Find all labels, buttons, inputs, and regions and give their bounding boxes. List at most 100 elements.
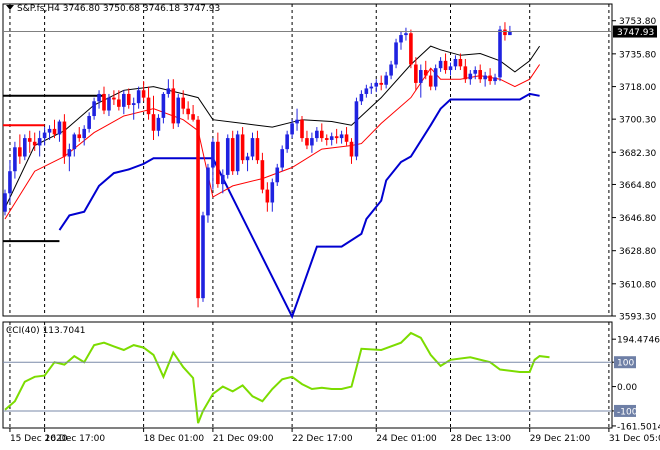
- candle-body: [92, 101, 96, 117]
- candle-body: [201, 215, 205, 299]
- candle-body: [52, 128, 57, 135]
- price-tick-label: 3628.80: [619, 247, 656, 257]
- candle: [37, 130, 42, 157]
- price-tick-label: 3664.80: [619, 181, 656, 191]
- candle-body: [156, 117, 161, 131]
- candle-body: [265, 189, 270, 203]
- candle: [131, 97, 136, 120]
- price-panel-border: [2, 3, 613, 317]
- candle-body: [379, 82, 383, 85]
- dropdown-triangle-icon[interactable]: [6, 5, 14, 10]
- cci-level-box: [614, 356, 636, 369]
- candle-body: [448, 66, 453, 71]
- cci-tick-label: -161.5014: [617, 422, 660, 432]
- candle: [171, 79, 176, 129]
- candle-body: [419, 70, 423, 83]
- price-axis: 3753.80 3735.80 3718.00 3700.30 3682.30 3664.…: [3, 17, 657, 323]
- candle: [216, 132, 220, 188]
- candle-body: [112, 97, 116, 100]
- candle-body: [32, 141, 37, 146]
- candle: [404, 27, 408, 41]
- candle-body: [107, 97, 111, 111]
- candle: [473, 66, 478, 80]
- cci-panel: [2, 321, 613, 429]
- candle-body: [389, 64, 393, 76]
- candle-body: [359, 93, 364, 102]
- candle-body: [468, 73, 473, 80]
- candle-body: [483, 75, 487, 80]
- candle: [488, 68, 492, 85]
- candle: [498, 25, 502, 82]
- candle-body: [428, 75, 433, 87]
- candle-body: [42, 132, 47, 139]
- candle-body: [315, 130, 319, 139]
- candle-body: [310, 138, 314, 146]
- candle: [374, 79, 379, 93]
- candle-body: [126, 93, 131, 105]
- candle-body: [473, 70, 478, 74]
- candle: [87, 112, 91, 133]
- candle-body: [131, 103, 136, 105]
- candle-body: [285, 134, 289, 150]
- candle-body: [27, 138, 32, 142]
- time-tick-label: 31 Dec 05:00: [609, 434, 660, 444]
- candle: [230, 130, 235, 175]
- candle: [265, 182, 270, 212]
- candle-body: [206, 167, 210, 216]
- candle-body: [394, 42, 398, 65]
- time-tick-label: 21 Dec 09:00: [213, 434, 274, 444]
- candle-body: [404, 33, 408, 36]
- candle-body: [453, 58, 458, 67]
- candle-body: [329, 136, 334, 140]
- candle-body: [280, 149, 284, 168]
- candle: [52, 119, 57, 139]
- candle: [478, 64, 482, 83]
- candle-body: [216, 141, 220, 185]
- candle: [384, 71, 388, 89]
- candle-body: [508, 31, 512, 36]
- candle-body: [493, 77, 497, 82]
- candle-body: [300, 119, 304, 139]
- candle-body: [498, 29, 502, 78]
- candle-body: [3, 193, 7, 212]
- candle-body: [349, 141, 354, 157]
- price-tick-label: 3735.80: [619, 50, 656, 60]
- candle: [295, 108, 299, 131]
- candle: [419, 64, 423, 98]
- candle: [300, 116, 304, 142]
- candle: [27, 130, 32, 153]
- candle-body: [211, 141, 215, 168]
- candle-body: [166, 88, 171, 94]
- candle-body: [141, 90, 146, 98]
- price-tick-label: 3753.80: [619, 17, 656, 27]
- time-tick-label: 29 Dec 21:00: [530, 434, 591, 444]
- price-tick-label: 3646.80: [619, 214, 656, 224]
- candle: [275, 163, 280, 186]
- candle-body: [186, 108, 190, 115]
- candle-body: [47, 128, 52, 133]
- candle-body: [196, 119, 200, 299]
- high-value: 3750.68: [102, 4, 141, 14]
- candle-body: [414, 64, 418, 83]
- candle-body: [369, 86, 374, 89]
- candle-body: [433, 68, 438, 87]
- candlestick-series: [3, 22, 512, 308]
- candle: [13, 141, 17, 179]
- candle-body: [221, 174, 225, 185]
- cci-tick-label: -100: [617, 407, 638, 417]
- candle: [72, 132, 77, 157]
- candle-body: [250, 138, 255, 157]
- candle: [448, 62, 453, 76]
- candle-body: [62, 121, 67, 157]
- candle: [18, 134, 22, 164]
- candle: [23, 134, 27, 161]
- time-tick-label: 24 Dec 01:00: [376, 434, 437, 444]
- candle: [62, 114, 67, 164]
- candle-body: [290, 123, 294, 135]
- candle-body: [191, 114, 195, 120]
- candle-body: [463, 66, 468, 80]
- candle-body: [295, 119, 299, 124]
- candle: [8, 160, 12, 203]
- candle: [270, 178, 275, 212]
